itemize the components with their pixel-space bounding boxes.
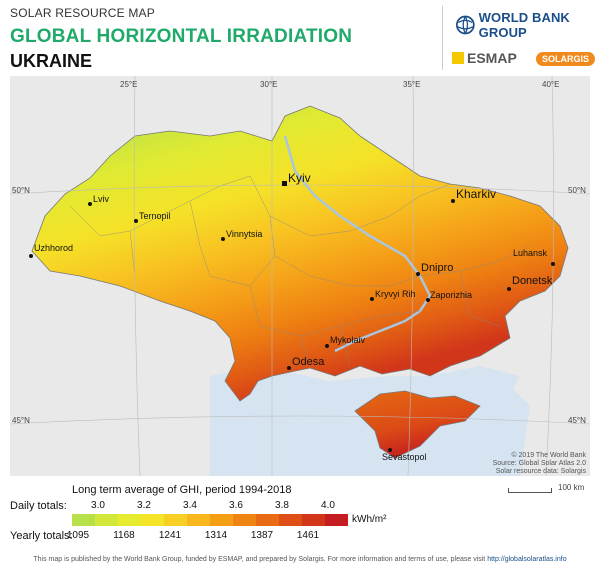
color-swatch [164,514,187,526]
city-marker [416,272,420,276]
daily-tick: 4.0 [321,500,335,511]
capital-marker [282,181,287,186]
yearly-tick: 1241 [158,530,182,541]
daily-totals-label: Daily totals: [10,500,67,512]
color-swatch [141,514,164,526]
yearly-tick: 1095 [66,530,90,541]
latitude-label: 45°N [12,416,30,425]
yearly-tick: 1168 [113,530,135,541]
yearly-tick: 1387 [250,530,274,541]
credit-line: © 2019 The World Bank [511,452,586,459]
longitude-label: 35°E [403,80,421,89]
graticule [10,76,590,476]
color-scale [72,514,348,526]
city-marker [507,287,511,291]
esmap-square-icon [452,52,464,64]
city-marker [287,366,291,370]
city-label-ternopil: Ternopil [139,211,171,221]
worldbank-logo: WORLD BANK GROUP [456,10,600,40]
latitude-label: 50°N [12,186,30,195]
sea-azov [430,366,520,396]
esmap-logo: ESMAP [452,50,517,66]
country-name: UKRAINE [10,51,93,71]
crimea [354,390,481,459]
longitude-label: 30°E [260,80,278,89]
scale-label: 100 km [558,483,585,492]
city-label-vinnytsia: Vinnytsia [226,229,263,239]
esmap-text: ESMAP [467,50,517,66]
credit-line: Solar resource data: Solargis [495,468,586,475]
footer-text: This map is published by the World Bank … [33,556,486,563]
city-label-mykolaiv: Mykolaiv [330,335,366,345]
city-marker [221,237,225,241]
ukraine-mainland [31,105,569,402]
map-credits: © 2019 The World Bank Source: Global Sol… [478,452,586,476]
yearly-totals-label: Yearly totals: [10,530,73,542]
header-divider [442,6,443,70]
city-label-dnipro: Dnipro [421,262,454,274]
longitude-label: 40°E [542,80,560,89]
city-marker [388,448,392,452]
daily-tick: 3.6 [229,500,243,511]
city-marker [370,297,374,301]
color-swatch [210,514,233,526]
latitude-label: 45°N [568,416,586,425]
city-label-lviv: Lviv [93,194,110,204]
daily-tick: 3.8 [275,500,289,511]
daily-tick: 3.0 [91,500,105,511]
city-marker [29,254,33,258]
color-swatch [118,514,141,526]
globe-icon [456,15,475,35]
color-swatch [187,514,210,526]
worldbank-text: WORLD BANK GROUP [478,10,570,40]
map-subtitle: SOLAR RESOURCE MAP [10,6,155,20]
daily-tick: 3.4 [183,500,197,511]
latitude-label: 50°N [568,186,586,195]
city-label-kharkiv: Kharkiv [456,187,497,201]
footer-note: This map is published by the World Bank … [0,556,600,563]
unit-label: kWh/m² [352,514,387,525]
city-marker [426,298,430,302]
color-swatch [95,514,118,526]
atlas-link[interactable]: http://globalsolaratlas.info [487,556,567,563]
daily-tick: 3.2 [137,500,151,511]
map-svg [10,76,590,476]
map-area: 25°E 30°E 35°E 40°E 50°N 50°N 45°N 45°N … [10,76,590,476]
yearly-tick: 1314 [204,530,228,541]
oblast-borders [69,175,531,369]
city-label-kyiv: Kyiv [288,171,311,185]
city-marker [134,219,138,223]
color-swatch [256,514,279,526]
scale-bar [508,488,552,493]
city-label-odesa: Odesa [292,356,325,368]
city-marker [451,199,455,203]
legend-title: Long term average of GHI, period 1994-20… [72,484,292,496]
city-marker [325,344,329,348]
longitude-label: 25°E [120,80,138,89]
city-marker [88,202,92,206]
color-swatch [72,514,95,526]
color-swatch [325,514,348,526]
city-label-uzhhorod: Uzhhorod [34,243,74,253]
color-swatch [279,514,302,526]
city-label-sevastopol: Sevastopol [382,452,427,462]
map-title: GLOBAL HORIZONTAL IRRADIATION [10,26,353,47]
city-label-luhansk: Luhansk [513,248,548,258]
color-swatch [302,514,325,526]
city-marker [551,262,555,266]
city-label-donetsk: Donetsk [512,275,553,287]
color-swatch [233,514,256,526]
yearly-tick: 1461 [296,530,320,541]
solargis-logo: SOLARGIS [536,52,596,66]
credit-line: Source: Global Solar Atlas 2.0 [492,460,586,467]
city-label-kryvyi-rih: Kryvyi Rih [375,289,416,299]
city-label-zaporizhia: Zaporizhia [430,290,473,300]
